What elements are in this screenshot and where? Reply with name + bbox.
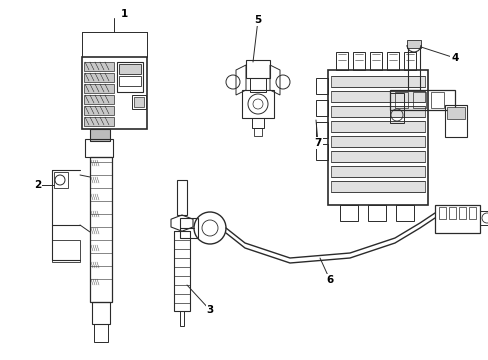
Bar — [458, 207, 465, 219]
Bar — [430, 92, 443, 108]
Text: 4: 4 — [450, 53, 458, 63]
Bar — [468, 207, 475, 219]
Bar — [85, 139, 113, 157]
Bar — [335, 52, 347, 70]
Bar — [253, 128, 262, 136]
Bar — [134, 97, 143, 107]
Bar — [315, 78, 327, 94]
Bar — [84, 84, 114, 93]
Bar — [315, 122, 327, 138]
Bar — [403, 52, 415, 70]
Bar — [54, 172, 68, 188]
Bar — [90, 157, 112, 302]
Bar — [52, 240, 80, 262]
Bar — [251, 118, 264, 128]
Bar — [406, 40, 420, 48]
Bar — [315, 144, 327, 160]
Bar — [330, 151, 424, 162]
Bar — [315, 100, 327, 116]
Bar — [90, 129, 110, 141]
Bar — [448, 207, 455, 219]
Bar — [444, 105, 466, 137]
Bar — [245, 60, 269, 78]
Bar — [327, 70, 427, 205]
Bar — [84, 62, 114, 71]
Bar — [339, 205, 357, 221]
Bar — [330, 106, 424, 117]
Bar — [394, 92, 407, 108]
Bar — [180, 311, 183, 326]
Bar — [84, 95, 114, 104]
Bar — [367, 205, 385, 221]
Bar — [82, 57, 147, 129]
Bar — [330, 166, 424, 177]
Bar — [330, 136, 424, 147]
Bar — [242, 90, 273, 118]
Bar — [84, 73, 114, 82]
Text: 7: 7 — [314, 138, 321, 148]
Text: 5: 5 — [254, 15, 261, 25]
Text: 3: 3 — [206, 305, 213, 315]
Bar — [132, 95, 146, 109]
Bar — [94, 324, 108, 342]
Bar — [352, 52, 364, 70]
Bar — [119, 64, 141, 74]
Bar — [434, 205, 479, 233]
Bar — [84, 117, 114, 126]
Bar — [369, 52, 381, 70]
Bar — [177, 180, 186, 215]
Bar — [386, 52, 398, 70]
Bar — [438, 207, 445, 219]
Bar — [249, 78, 265, 92]
Bar — [395, 205, 413, 221]
Bar — [330, 91, 424, 102]
Bar — [407, 45, 419, 90]
Bar — [84, 106, 114, 115]
Text: 2: 2 — [34, 180, 41, 190]
Bar — [180, 218, 198, 238]
Text: 1: 1 — [120, 9, 127, 19]
Bar — [412, 92, 425, 108]
Bar — [330, 181, 424, 192]
Bar — [119, 76, 141, 86]
Bar — [389, 90, 454, 110]
Bar — [92, 302, 110, 324]
Text: 6: 6 — [325, 275, 333, 285]
Bar — [174, 231, 190, 311]
Bar — [330, 121, 424, 132]
Bar — [117, 62, 142, 92]
Bar — [330, 76, 424, 87]
Bar — [479, 211, 488, 225]
Bar — [446, 107, 464, 119]
Bar — [389, 93, 403, 123]
